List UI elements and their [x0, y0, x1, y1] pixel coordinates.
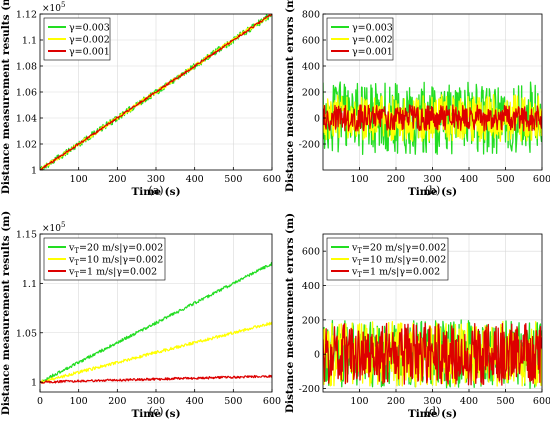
x-tick-label: 300: [147, 174, 165, 185]
y-tick-label: 1.08: [16, 62, 37, 73]
exponent-label: ×105: [42, 221, 65, 234]
panel-caption: (a): [148, 184, 163, 197]
legend-entry: vT=20 m/s|γ=0.002: [351, 243, 446, 256]
x-axis-label: Time (s): [131, 186, 180, 198]
y-axis-label: Distance measurement results (m): [0, 211, 12, 416]
series-line-green: [40, 14, 272, 170]
y-axis-label: Distance measurement results (m): [0, 0, 12, 194]
legend-entry: vT=20 m/s|γ=0.002: [68, 243, 163, 256]
x-axis-label: Time (s): [408, 408, 457, 420]
x-tick-label: 0: [37, 396, 43, 407]
y-tick-label: 1.15: [16, 230, 37, 241]
x-tick-label: 500: [224, 396, 242, 407]
x-tick-label: 600: [263, 174, 281, 185]
y-tick-label: 1.04: [16, 114, 37, 125]
x-tick-label: 100: [70, 396, 88, 407]
y-tick-label: 0: [314, 114, 320, 125]
x-tick-label: 100: [70, 174, 88, 185]
series-line-red: [40, 374, 272, 384]
y-axis-label: Distance measurement errors (m): [284, 213, 296, 413]
x-tick-label: 200: [108, 174, 126, 185]
x-tick-label: 300: [423, 174, 441, 185]
y-axis-label: Distance measurement errors (m): [284, 0, 296, 192]
series-line-red: [40, 14, 272, 170]
panel-caption: (d): [425, 405, 441, 418]
x-tick-label: 500: [496, 396, 514, 407]
y-tick-label: 400: [302, 62, 320, 73]
y-tick-label: 600: [302, 247, 320, 258]
x-tick-label: 600: [263, 396, 281, 407]
x-tick-label: 300: [147, 396, 165, 407]
legend-entry: γ=0.003: [352, 23, 393, 34]
panel-a: 100 200 300 400 500 600 1 1.02 1.04 1.06 1.08 1.1 1.…: [0, 0, 281, 198]
x-axis-label: Time (s): [408, 186, 457, 198]
y-tick-label: 1.06: [16, 88, 37, 99]
x-tick-label: 600: [533, 174, 550, 185]
y-tick-label: 200: [302, 88, 320, 99]
x-tick-label: 100: [350, 174, 368, 185]
legend-entry: γ=0.002: [352, 35, 393, 46]
x-tick-label: 200: [108, 396, 126, 407]
panel-c: 0 100 200 300 400 500 600 1 1.05 1.1 1.15 ×105 Time …: [0, 211, 281, 420]
panel-caption: (c): [149, 405, 164, 418]
x-tick-label: 400: [460, 174, 478, 185]
legend-entry: vT=1 m/s|γ=0.002: [351, 267, 440, 280]
x-tick-label: 400: [186, 174, 204, 185]
x-tick-label: 400: [460, 396, 478, 407]
panel-caption: (b): [425, 184, 441, 197]
y-tick-label: 1: [31, 166, 37, 177]
panel-d: 100 200 300 400 500 600 -200 0 200 400 600 Time (s)…: [284, 213, 550, 420]
y-tick-label: 1.1: [22, 36, 37, 47]
x-tick-label: 500: [496, 174, 514, 185]
x-tick-label: 200: [387, 174, 405, 185]
series-line-red: [323, 104, 542, 132]
series-line-green: [40, 261, 272, 384]
y-tick-label: 1.12: [16, 10, 37, 21]
y-tick-label: 800: [302, 10, 320, 21]
x-axis-label: Time (s): [131, 408, 180, 420]
legend-entry: vT=10 m/s|γ=0.002: [351, 255, 446, 268]
y-tick-label: 1.02: [16, 140, 37, 151]
y-tick-label: -200: [299, 140, 320, 151]
series-line-yellow: [40, 321, 272, 384]
exponent-label: ×105: [42, 1, 65, 14]
y-tick-label: 1: [31, 378, 37, 389]
y-tick-label: 400: [302, 281, 320, 292]
y-tick-label: 200: [302, 315, 320, 326]
panel-b: 100 200 300 400 500 600 -200 0 200 400 600 800 Time …: [284, 0, 550, 198]
legend-entry: γ=0.002: [69, 35, 110, 46]
legend-entry: γ=0.001: [352, 47, 393, 58]
legend-entry: vT=1 m/s|γ=0.002: [68, 267, 157, 280]
legend-entry: γ=0.001: [69, 47, 110, 58]
x-tick-label: 200: [387, 396, 405, 407]
y-tick-label: 0: [314, 350, 320, 361]
y-tick-label: 600: [302, 36, 320, 47]
series-line-red: [323, 322, 542, 386]
y-tick-label: -200: [299, 384, 320, 395]
y-tick-label: 1.05: [16, 328, 37, 339]
x-tick-label: 600: [533, 396, 550, 407]
x-tick-label: 500: [224, 174, 242, 185]
series-line-yellow: [323, 320, 542, 388]
x-tick-label: 100: [350, 396, 368, 407]
legend-entry: γ=0.003: [69, 23, 110, 34]
x-tick-label: 400: [186, 396, 204, 407]
y-tick-label: 1.1: [22, 279, 37, 290]
legend-entry: vT=10 m/s|γ=0.002: [68, 255, 163, 268]
x-tick-label: 300: [423, 396, 441, 407]
